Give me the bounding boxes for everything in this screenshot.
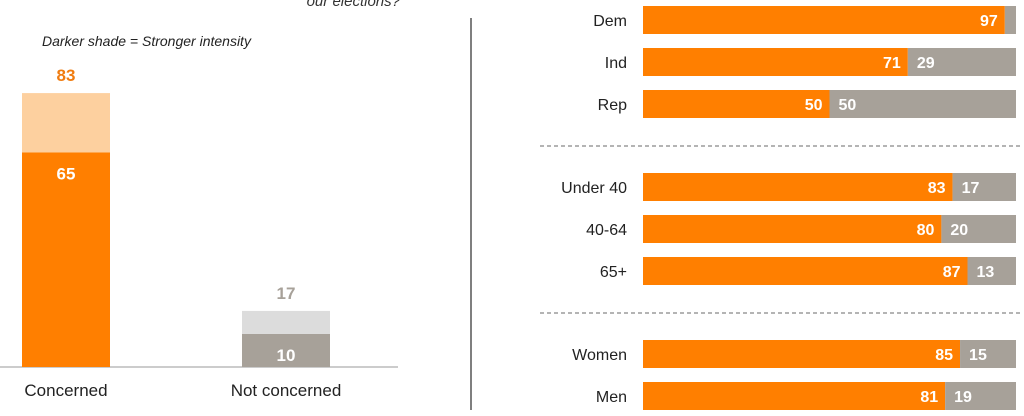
bar-not-concerned	[1004, 6, 1016, 34]
bar-not-concerned	[941, 215, 1016, 243]
bar-concerned-value-label: 71	[883, 55, 901, 72]
bar-strong-intensity	[242, 334, 330, 367]
bar-strong-intensity	[22, 152, 110, 367]
bar-not-concerned-value-label: 19	[954, 389, 972, 406]
row-label: Dem	[593, 13, 627, 30]
question-fragment: our elections?	[307, 0, 401, 10]
bar-strong-value-label: 65	[57, 165, 76, 184]
bar-not-concerned	[945, 382, 1016, 410]
bar-not-concerned	[829, 90, 1016, 118]
row-label: 40-64	[586, 222, 627, 239]
row-label: 65+	[600, 264, 627, 281]
bar-concerned	[643, 340, 961, 368]
bar-concerned	[643, 6, 1005, 34]
bar-concerned-value-label: 97	[980, 13, 998, 30]
bar-not-concerned	[907, 48, 1016, 76]
bar-concerned-value-label: 83	[928, 180, 946, 197]
category-label: Not concerned	[231, 381, 342, 400]
bar-not-concerned-value-label: 29	[917, 55, 935, 72]
bar-concerned-value-label: 87	[943, 264, 961, 281]
bar-not-concerned-value-label: 15	[969, 347, 987, 364]
bar-concerned-value-label: 85	[935, 347, 953, 364]
bar-total-value-label: 83	[57, 66, 76, 85]
bar-concerned	[643, 48, 908, 76]
bar-not-concerned	[967, 257, 1016, 285]
category-label: Concerned	[24, 381, 107, 400]
bar-not-concerned-value-label: 17	[962, 180, 980, 197]
bar-light-intensity	[242, 310, 330, 334]
bar-not-concerned-value-label: 13	[977, 264, 995, 281]
bar-concerned-value-label: 80	[917, 222, 935, 239]
bar-not-concerned-value-label: 50	[839, 97, 857, 114]
bar-concerned	[643, 257, 968, 285]
bar-concerned-value-label: 81	[920, 389, 938, 406]
bar-concerned	[643, 173, 953, 201]
bar-not-concerned	[952, 173, 1016, 201]
row-label: Ind	[605, 55, 627, 72]
row-label: Rep	[598, 97, 627, 114]
bar-light-intensity	[22, 93, 110, 153]
bar-not-concerned	[960, 340, 1016, 368]
bar-concerned	[643, 90, 830, 118]
bar-concerned-value-label: 50	[805, 97, 823, 114]
row-label: Under 40	[561, 180, 627, 197]
row-label: Men	[596, 389, 627, 406]
bar-concerned	[643, 215, 942, 243]
bar-not-concerned-value-label: 20	[950, 222, 968, 239]
left-column-chart: 65 83 Concerned 10 17 Not concerned	[0, 66, 398, 400]
right-bar-chart: Dem 97 Ind 71 29 Rep 50 50 Under 40 83 17 40-64 80 20…	[540, 6, 1020, 410]
row-label: Women	[572, 347, 627, 364]
intensity-note: Darker shade = Stronger intensity	[42, 33, 252, 49]
bar-strong-value-label: 10	[277, 346, 296, 365]
bar-concerned	[643, 382, 946, 410]
bar-total-value-label: 17	[277, 284, 296, 303]
